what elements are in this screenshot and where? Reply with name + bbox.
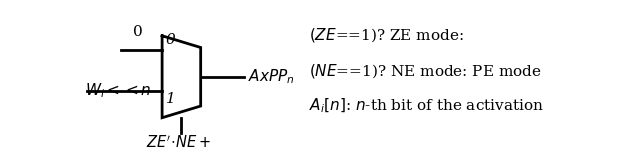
Text: 0: 0 bbox=[166, 33, 176, 47]
Text: $ZE'\!\cdot\!NE +$: $ZE'\!\cdot\!NE +$ bbox=[146, 134, 211, 151]
Text: $AxPP_n$: $AxPP_n$ bbox=[248, 67, 295, 86]
Text: $(\mathit{NE}$==1)? NE mode: PE mode: $(\mathit{NE}$==1)? NE mode: PE mode bbox=[309, 62, 542, 79]
Text: 0: 0 bbox=[133, 25, 143, 39]
Text: 1: 1 bbox=[166, 92, 176, 106]
Text: $A_i[n]$: $n$-th bit of the activation: $A_i[n]$: $n$-th bit of the activation bbox=[309, 97, 544, 115]
Text: $(\mathit{ZE}$==1)? ZE mode:: $(\mathit{ZE}$==1)? ZE mode: bbox=[309, 26, 464, 44]
Text: $W_i << n$: $W_i << n$ bbox=[85, 81, 152, 100]
